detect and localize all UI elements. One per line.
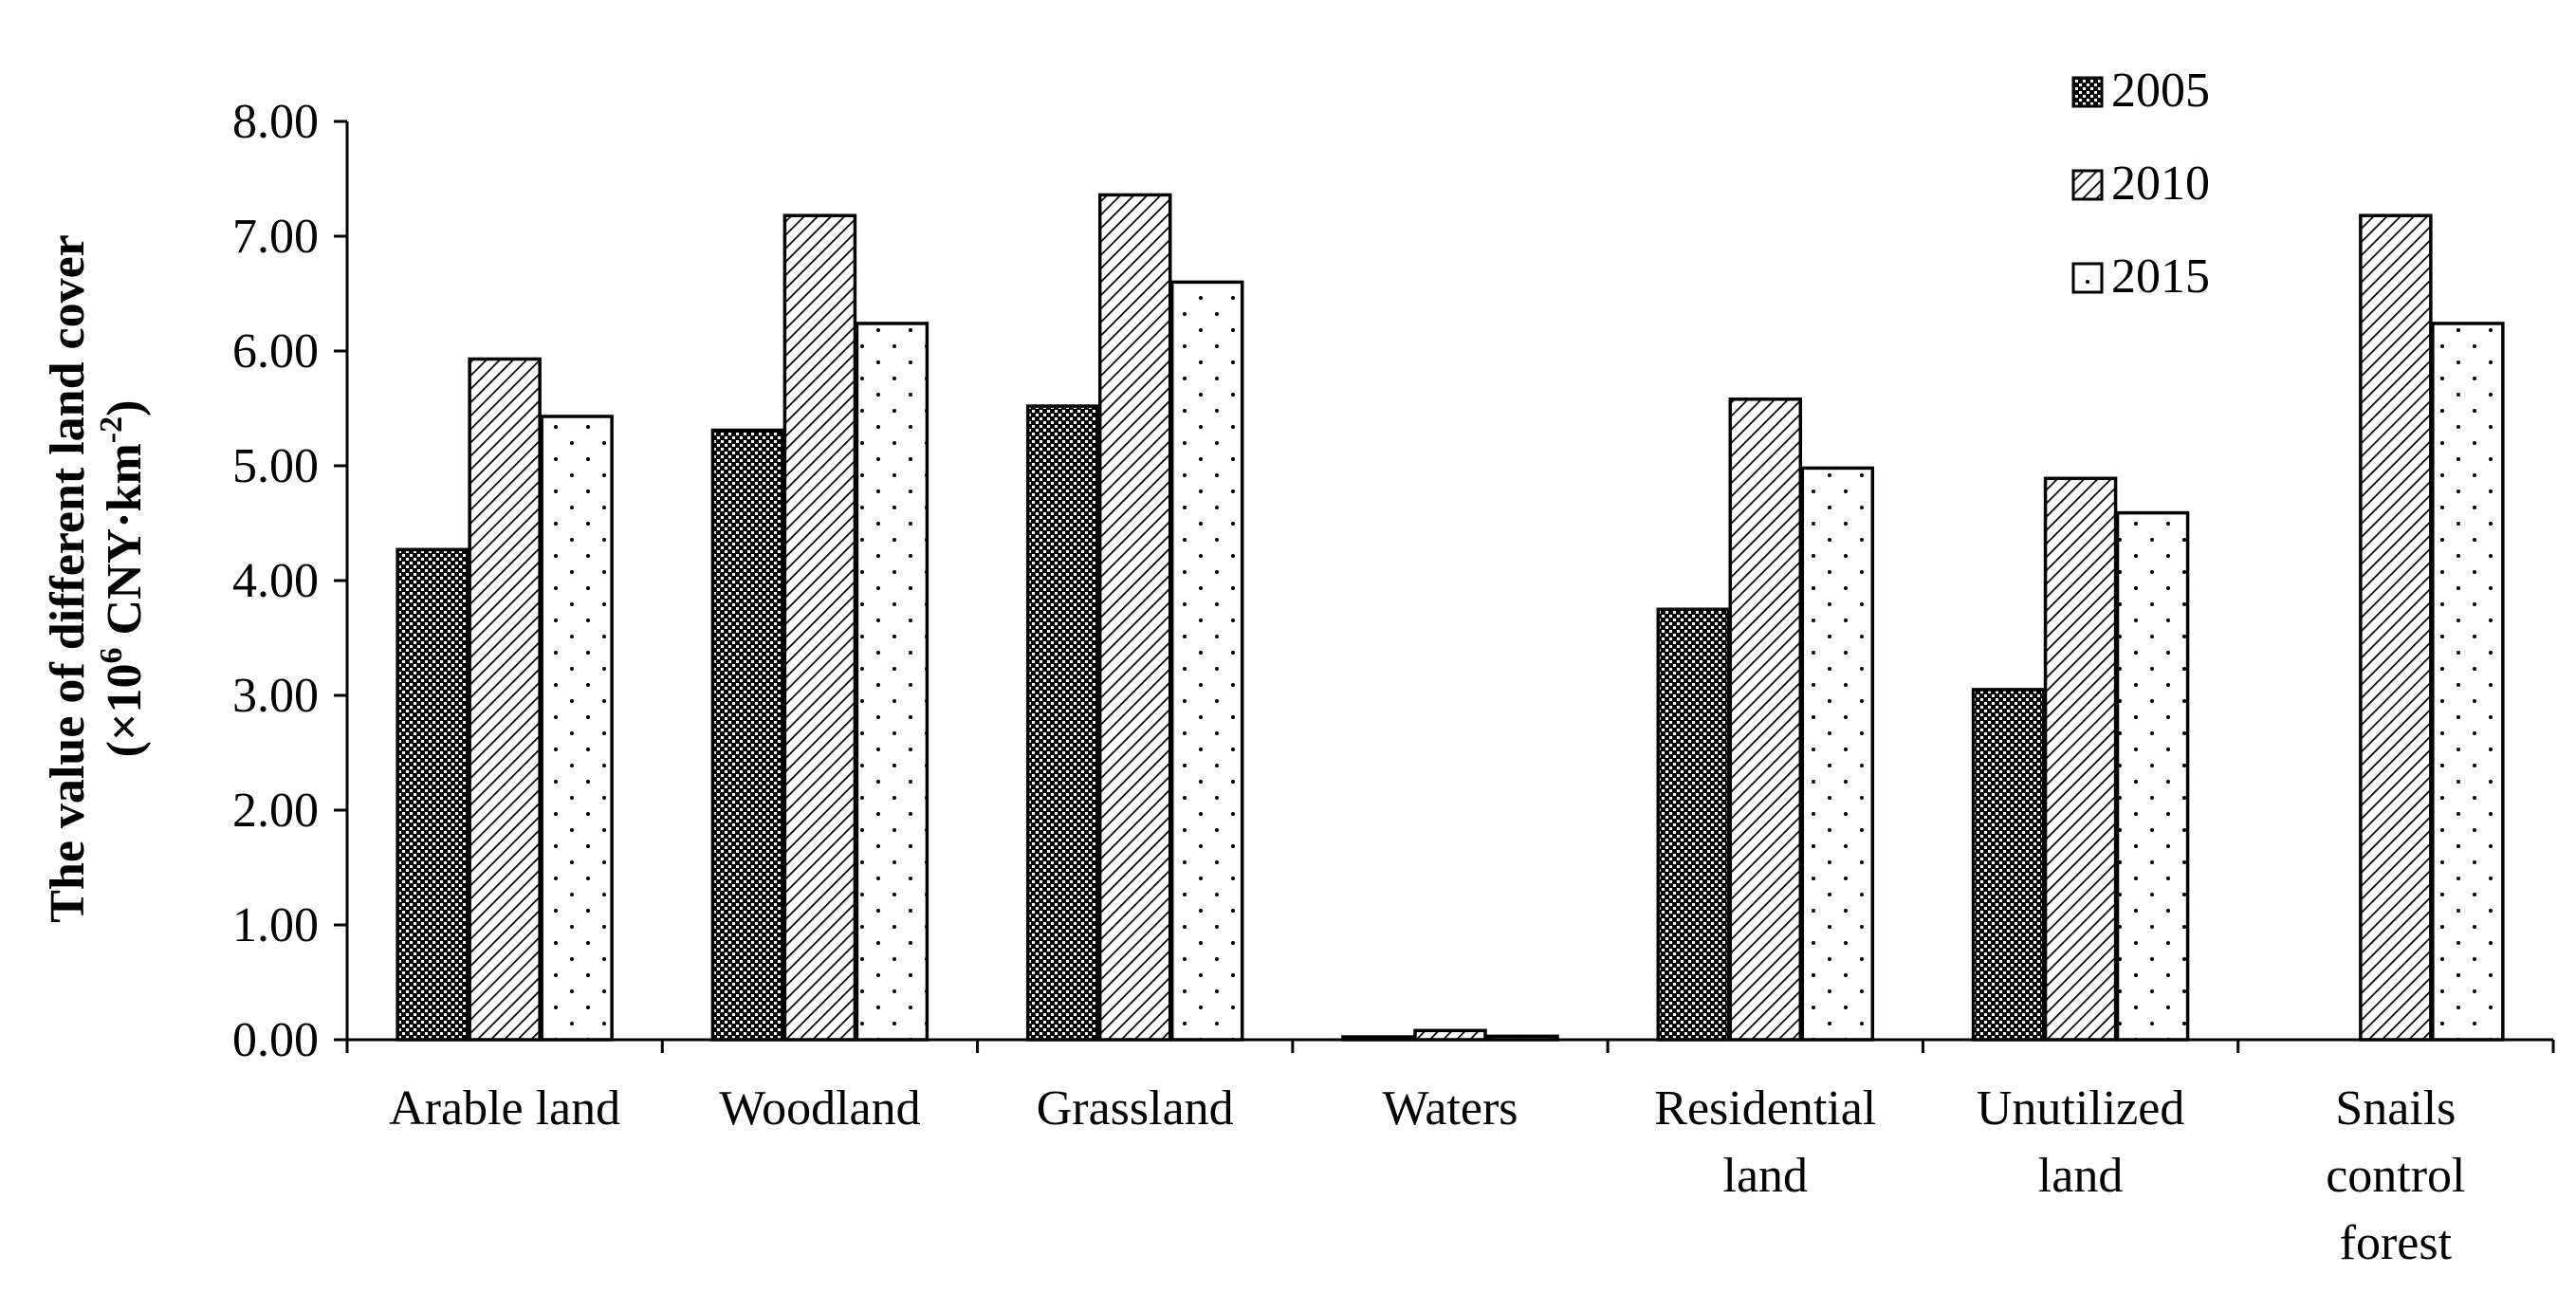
y-axis-title-line1: The value of different land cover xyxy=(41,234,95,923)
bar-2015 xyxy=(540,415,614,1042)
x-tick-label: land xyxy=(1723,1149,1809,1203)
bar-2010 xyxy=(1728,397,1803,1042)
legend-swatch-2005 xyxy=(2071,76,2104,108)
y-tick-label: 5.00 xyxy=(232,439,319,493)
axes xyxy=(345,121,2555,1053)
bar-2005 xyxy=(1656,607,1731,1042)
bar-2010 xyxy=(1097,193,1172,1042)
bar-2005 xyxy=(1971,688,2046,1042)
bar-2005 xyxy=(396,547,469,1042)
y-tick-label: 2.00 xyxy=(232,784,319,838)
x-tick-label: control xyxy=(2326,1149,2465,1203)
y-tick-label: 4.00 xyxy=(232,554,319,608)
y-tick-label: 1.00 xyxy=(232,898,319,952)
x-tick-label: land xyxy=(2038,1149,2124,1203)
y-axis-title-line2: (×106 CNY·km-2) xyxy=(94,400,152,758)
bar-2010 xyxy=(2043,476,2118,1042)
y-tick-label: 6.00 xyxy=(232,324,319,379)
x-tick-label: Arable land xyxy=(389,1081,620,1136)
x-axis-labels: Arable land Woodland Grassland Waters Reside… xyxy=(389,1081,2465,1270)
x-tick-label: forest xyxy=(2340,1216,2453,1270)
x-tick-label: Waters xyxy=(1382,1081,1518,1136)
legend-label: 2010 xyxy=(2111,157,2210,211)
x-tick-label: Grassland xyxy=(1037,1081,1234,1136)
y-tick-label: 3.00 xyxy=(232,669,319,723)
bar-2010 xyxy=(2359,213,2433,1042)
y-tick-label: 0.00 xyxy=(232,1013,319,1067)
y-tick-label: 7.00 xyxy=(232,210,319,264)
legend-swatch-2015 xyxy=(2071,262,2104,294)
legend: 2005 2010 2015 xyxy=(2071,64,2210,304)
legend-label: 2005 xyxy=(2111,64,2210,118)
bar-2015 xyxy=(1169,280,1244,1042)
x-tick-label: Snails xyxy=(2335,1081,2456,1136)
x-tick-label: Residential xyxy=(1654,1081,1876,1136)
y-tick-label: 8.00 xyxy=(232,95,319,149)
bar-2010 xyxy=(468,357,542,1042)
bar-2015 xyxy=(855,322,929,1042)
x-tick-label: Unutilized xyxy=(1977,1081,2185,1136)
legend-swatch-2010 xyxy=(2071,169,2104,201)
bar-2015 xyxy=(2431,322,2505,1042)
bar-2015 xyxy=(1800,466,1875,1042)
bar-2015 xyxy=(2115,510,2190,1042)
bar-2005 xyxy=(710,428,785,1042)
x-tick-label: Woodland xyxy=(719,1081,920,1136)
y-axis-title: The value of different land cover (×106 … xyxy=(41,234,152,923)
bar-groups xyxy=(396,193,2505,1042)
y-axis: 0.00 1.00 2.00 3.00 4.00 5.00 6.00 7.00 8.00 xyxy=(232,95,347,1067)
legend-label: 2015 xyxy=(2111,249,2210,304)
bar-2010 xyxy=(782,213,857,1042)
bar-2005 xyxy=(1025,404,1100,1042)
